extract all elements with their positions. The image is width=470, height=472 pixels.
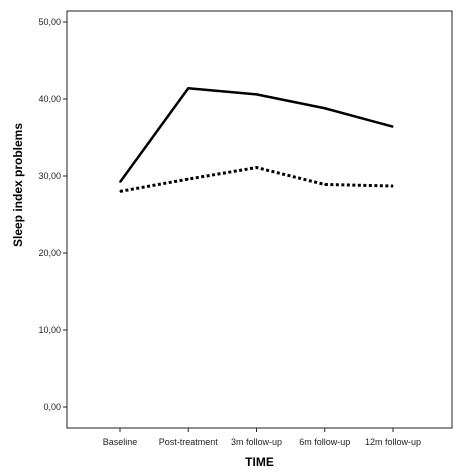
data-point [324, 107, 326, 109]
y-axis-title: Sleep index problems [11, 123, 25, 247]
x-tick-label: Baseline [103, 437, 138, 447]
x-tick-label: 12m follow-up [365, 437, 421, 447]
y-tick-label: 10,00 [38, 325, 61, 335]
data-point [187, 87, 189, 89]
data-point [187, 178, 189, 180]
y-tick-label: 50,00 [38, 17, 61, 27]
y-tick-label: 20,00 [38, 248, 61, 258]
data-point [255, 166, 258, 169]
data-point [119, 181, 121, 183]
plot-frame [66, 10, 453, 429]
y-axis-ticks: 0,00 10,00 20,00 30,00 40,00 50,00 [38, 17, 67, 412]
y-tick-label: 30,00 [38, 171, 61, 181]
y-tick-label: 0,00 [43, 402, 61, 412]
data-point [324, 183, 326, 186]
y-tick-label: 40,00 [38, 94, 61, 104]
series-lines [118, 86, 394, 193]
data-point [392, 126, 394, 128]
x-axis-ticks: Baseline Post-treatment 3m follow-up 6m fol… [103, 428, 421, 447]
data-point [255, 93, 258, 95]
x-axis-title: TIME [245, 455, 274, 469]
series-line-dotted [119, 166, 394, 193]
data-point [119, 190, 121, 192]
data-point [392, 185, 394, 187]
x-tick-label: 6m follow-up [299, 437, 350, 447]
x-tick-label: Post-treatment [159, 437, 219, 447]
x-tick-label: 3m follow-up [231, 437, 282, 447]
